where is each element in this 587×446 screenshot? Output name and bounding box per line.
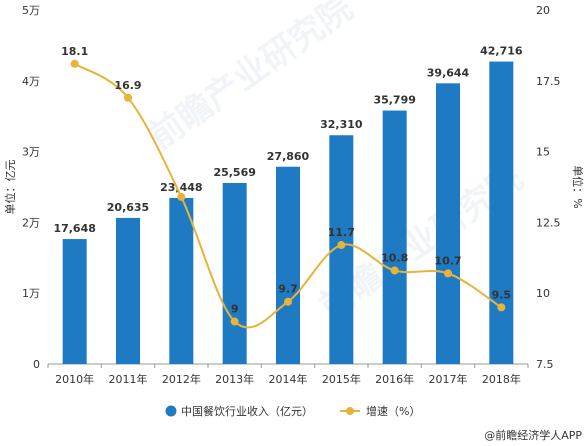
x-tick-label: 2010年 [55, 372, 94, 386]
credit-text: @前瞻经济学人APP [484, 428, 582, 442]
bar [62, 239, 87, 364]
legend: 中国餐饮行业收入（亿元） 增速（%） [165, 404, 420, 418]
x-tick-label: 2016年 [375, 372, 414, 386]
growth-value-label: 16.9 [114, 79, 141, 92]
bar [222, 182, 247, 364]
growth-value-label: 9.5 [492, 288, 512, 301]
growth-point [177, 192, 186, 201]
growth-point [124, 93, 132, 102]
y-right-tick-label: 17.5 [536, 75, 561, 88]
x-tick-label: 2014年 [269, 372, 308, 386]
growth-point [444, 269, 452, 278]
bar-value-label: 23,448 [160, 181, 202, 194]
bar [436, 83, 460, 364]
y-left-tick-label: 1万 [22, 287, 40, 300]
bar [382, 110, 407, 364]
y-right-tick-label: 7.5 [536, 358, 554, 371]
bar-value-label: 25,569 [213, 166, 255, 179]
legend-line-label: 增速（%） [366, 404, 420, 418]
growth-point [497, 303, 506, 312]
credit: @前瞻经济学人APP [484, 428, 582, 442]
y-right-tick-label: 15 [536, 146, 550, 159]
y-left-axis-title: 单位：亿元 [3, 160, 17, 215]
y-left-tick-label: 2万 [22, 216, 40, 229]
growth-point [390, 266, 399, 275]
y-left-tick-label: 5万 [22, 4, 40, 17]
line-series: 18.1 16.9 9 9.7 11.7 10.8 10.7 9.5 [61, 45, 512, 329]
growth-point [284, 297, 292, 306]
axes: 0 1万 2万 3万 4万 5万 7.5 10 12.5 15 17.5 20 2010年 2011年 20… [3, 4, 585, 386]
growth-point [337, 241, 346, 250]
x-tick-label: 2011年 [109, 372, 148, 386]
x-tick-label: 2012年 [162, 372, 201, 386]
x-tick-label: 2018年 [482, 372, 521, 386]
bar [489, 61, 514, 365]
legend-bar-swatch [165, 405, 177, 417]
y-left-tick-label: 4万 [22, 75, 40, 88]
y-right-tick-label: 10 [536, 287, 550, 300]
x-tick-label: 2015年 [322, 372, 361, 386]
legend-bar-label: 中国餐饮行业收入（亿元） [181, 404, 313, 418]
bar-value-label: 32,310 [320, 118, 363, 131]
watermark-text-0: 前瞻产业研究院 [142, 0, 360, 157]
x-tick-label: 2017年 [429, 372, 468, 386]
bar [116, 217, 140, 364]
bar [169, 197, 194, 364]
growth-point [230, 317, 239, 326]
growth-line [74, 62, 502, 329]
bar-value-label: 17,648 [53, 222, 95, 235]
growth-value-label: 11.7 [328, 226, 355, 239]
y-right-axis-title: 单位：% [571, 165, 585, 208]
y-right-tick-label: 20 [536, 4, 550, 17]
bar-series: 17,648 20,635 23,448 25,569 27,860 32,310 35,7… [53, 45, 523, 365]
growth-value-label: 18.1 [61, 45, 88, 58]
growth-point [70, 59, 79, 68]
bar-value-label: 20,635 [107, 201, 149, 214]
bar-value-label: 39,644 [427, 66, 470, 79]
legend-line-swatch-dot [346, 407, 354, 415]
bar-value-label: 35,799 [373, 94, 415, 107]
growth-value-label: 9 [231, 303, 239, 316]
bar-value-label: 42,716 [480, 45, 523, 58]
y-left-tick-label: 0 [33, 358, 40, 371]
x-tick-label: 2013年 [215, 372, 254, 386]
bar [276, 166, 300, 364]
growth-value-label: 10.8 [381, 252, 408, 265]
growth-value-label: 10.7 [434, 254, 461, 267]
growth-value-label: 9.7 [278, 283, 298, 296]
y-right-tick-label: 12.5 [536, 216, 561, 229]
bar-value-label: 27,860 [267, 150, 310, 163]
y-left-tick-label: 3万 [22, 146, 40, 159]
